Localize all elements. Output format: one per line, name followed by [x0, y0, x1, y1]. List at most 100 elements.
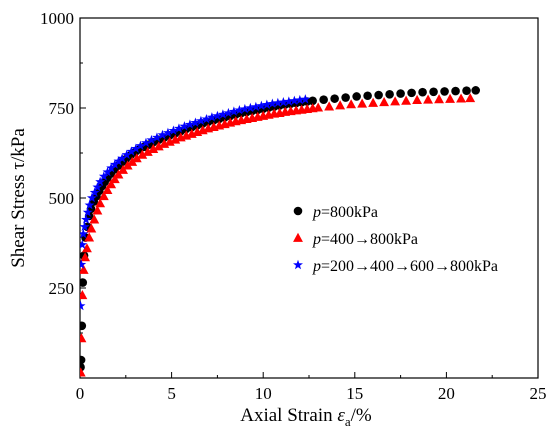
data-point-p200-800: [152, 132, 162, 142]
data-point-p200-800: [272, 97, 283, 108]
data-point-p400-800: [148, 143, 159, 153]
y-tick-label: 500: [49, 189, 75, 208]
data-point-p400-800: [80, 290, 88, 300]
x-axis-title-prefix: Axial Strain: [240, 405, 337, 426]
data-point-p200-800: [245, 102, 256, 113]
legend-label: p=800kPa: [312, 204, 378, 221]
data-point-p200-800: [113, 156, 124, 166]
data-point-p200-800: [141, 137, 151, 148]
data-point-p200-800: [195, 115, 206, 126]
data-point-p400-800: [357, 98, 368, 108]
data-point-p800: [308, 96, 317, 106]
legend-label-symbol: p: [312, 258, 321, 275]
data-point-p200-800: [201, 113, 212, 124]
data-point-p200-800: [300, 94, 311, 104]
data-point-p200-800: [89, 187, 100, 197]
data-point-p200-800: [102, 166, 113, 177]
data-point-p200-800: [278, 97, 289, 107]
data-point-p200-800: [106, 162, 117, 173]
data-point-p200-800: [84, 200, 95, 210]
data-point-p200-800: [135, 140, 146, 151]
data-point-p400-800: [95, 198, 106, 208]
data-point-p400-800: [82, 243, 92, 253]
data-point-p400-800: [456, 93, 466, 103]
series-circle: [80, 86, 481, 372]
data-point-p200-800: [283, 96, 294, 106]
legend-label-text: =200→400→600→800kPa: [321, 258, 498, 275]
data-point-p800: [374, 90, 383, 100]
data-point-p200-800: [250, 101, 261, 112]
data-point-p400-800: [465, 93, 476, 103]
legend-marker-circle: [293, 206, 303, 216]
data-point-p200-800: [168, 125, 179, 135]
data-point-p800: [451, 86, 460, 96]
data-point-p400-800: [102, 184, 113, 194]
data-point-p400-800: [379, 97, 390, 107]
x-tick-label: 15: [346, 384, 363, 403]
data-point-p200-800: [179, 121, 190, 131]
x-tick-label: 25: [530, 384, 547, 403]
data-point-p200-800: [98, 171, 109, 181]
y-tick-label: 1000: [40, 9, 74, 28]
series-triangle: [80, 93, 476, 377]
data-point-p200-800: [80, 228, 89, 239]
legend-marker-star: [293, 259, 303, 270]
data-point-p200-800: [261, 99, 272, 109]
data-point-p400-800: [84, 232, 95, 242]
x-axis-title-suffix: /%: [351, 405, 372, 426]
data-point-p200-800: [239, 103, 250, 114]
data-point-p800: [363, 91, 372, 101]
data-point-p400-800: [131, 153, 142, 163]
x-tick-label: 0: [76, 384, 85, 403]
series-star: [80, 94, 311, 311]
y-axis: 250 500 750 1000: [40, 9, 86, 334]
data-point-p400-800: [106, 179, 117, 189]
data-point-p200-800: [80, 239, 88, 250]
data-point-p400-800: [137, 149, 148, 159]
data-point-p800: [440, 87, 449, 96]
data-point-p200-800: [256, 100, 267, 111]
data-point-p400-800: [80, 252, 91, 262]
data-point-p400-800: [390, 96, 401, 106]
data-point-p200-800: [146, 134, 157, 145]
data-point-p200-800: [157, 129, 168, 140]
data-point-p400-800: [412, 94, 423, 104]
data-point-p200-800: [80, 221, 90, 232]
data-point-p800: [385, 90, 394, 99]
data-point-p200-800: [117, 153, 128, 163]
data-point-p800: [80, 278, 88, 287]
data-point-p400-800: [423, 94, 434, 104]
data-point-p200-800: [81, 214, 91, 224]
data-point-p200-800: [121, 149, 132, 160]
data-point-p200-800: [126, 146, 137, 156]
legend-label-text: =400→800kPa: [321, 231, 418, 248]
data-point-p200-800: [82, 207, 93, 217]
legend-label-symbol: p: [312, 231, 321, 248]
data-point-p800: [80, 321, 87, 331]
plot-frame: [79, 17, 539, 379]
legend-label-symbol: p: [312, 204, 321, 221]
data-point-p200-800: [130, 143, 141, 153]
x-axis-title: Axial Strain εa/%: [240, 405, 372, 429]
data-point-p800: [341, 93, 350, 102]
data-point-p800: [330, 94, 339, 103]
data-point-p800: [429, 87, 438, 97]
data-point-p400-800: [86, 223, 97, 233]
x-axis: 0 5 10 15 20 25: [76, 372, 547, 403]
data-point-p200-800: [86, 192, 97, 203]
x-tick-label: 5: [167, 384, 176, 403]
data-point-p200-800: [289, 95, 300, 106]
data-point-p800: [319, 95, 328, 105]
data-point-p200-800: [217, 109, 228, 119]
legend-label-text: =800kPa: [321, 204, 378, 221]
data-point-p400-800: [98, 191, 109, 201]
data-point-p800: [418, 87, 427, 97]
data-point-p800: [80, 355, 86, 365]
data-point-p400-800: [89, 214, 100, 224]
data-point-p800: [352, 92, 361, 101]
data-point-p400-800: [346, 99, 357, 109]
data-point-p200-800: [223, 107, 234, 118]
legend-label: p=400→800kPa: [312, 231, 418, 248]
